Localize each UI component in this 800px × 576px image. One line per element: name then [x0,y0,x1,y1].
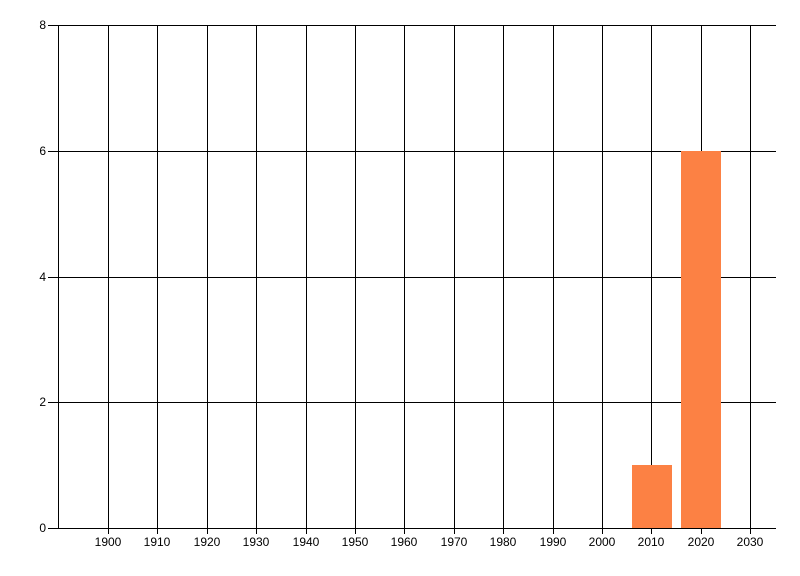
x-tick-label: 1940 [292,535,320,549]
y-tick-label: 2 [39,395,46,409]
x-tick-label: 2010 [637,535,665,549]
y-gridline [48,151,776,152]
x-gridline [256,25,257,534]
x-gridline [207,25,208,534]
y-gridline [48,277,776,278]
x-gridline [553,25,554,534]
x-tick-label: 1950 [341,535,369,549]
bar [681,151,721,528]
x-gridline [355,25,356,534]
x-tick-label: 1990 [539,535,567,549]
x-tick-label: 1980 [489,535,517,549]
x-tick-label: 1920 [193,535,221,549]
x-tick-label: 1930 [242,535,270,549]
y-tick-label: 0 [39,521,46,535]
y-tick-label: 8 [39,18,46,32]
x-gridline [157,25,158,534]
x-gridline [503,25,504,534]
x-gridline [306,25,307,534]
x-gridline [108,25,109,534]
x-tick-label: 1960 [390,535,418,549]
x-tick-label: 2020 [687,535,715,549]
y-axis-line [58,25,59,529]
x-tick-label: 1970 [440,535,468,549]
y-gridline [48,25,776,26]
x-tick-label: 2030 [736,535,764,549]
y-tick-label: 6 [39,144,46,158]
y-gridline [48,528,776,529]
x-tick-label: 1900 [94,535,122,549]
x-gridline [750,25,751,534]
bar [632,465,672,528]
x-gridline [651,25,652,534]
x-tick-label: 1910 [143,535,171,549]
x-gridline [454,25,455,534]
x-gridline [602,25,603,534]
y-gridline [48,402,776,403]
x-tick-label: 2000 [588,535,616,549]
x-gridline [404,25,405,534]
y-tick-label: 4 [39,270,46,284]
